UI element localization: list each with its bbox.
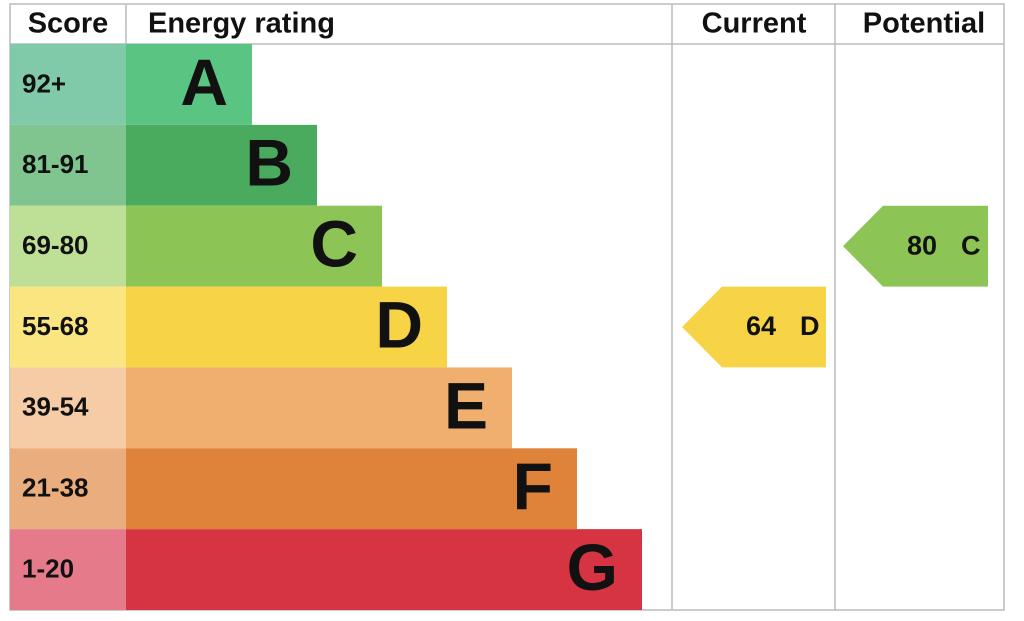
rating-bar — [126, 367, 512, 449]
rating-letter: D — [375, 287, 423, 361]
score-range: 1-20 — [22, 553, 74, 583]
score-range: 92+ — [22, 68, 66, 98]
score-range: 21-38 — [22, 473, 89, 503]
rating-bar — [126, 448, 577, 530]
score-cell — [10, 44, 126, 125]
rating-bar — [126, 529, 642, 610]
current-arrow — [682, 286, 826, 368]
score-range: 69-80 — [22, 230, 89, 260]
header-rating: Energy rating — [148, 8, 335, 40]
rating-letter: E — [444, 368, 488, 442]
potential-letter: C — [961, 230, 981, 260]
score-range: 81-91 — [22, 149, 89, 179]
header-current: Current — [702, 8, 807, 40]
rating-bar — [126, 205, 382, 287]
score-cell — [10, 124, 126, 206]
rating-letter: B — [245, 126, 293, 200]
score-cell — [10, 367, 126, 449]
header-potential: Potential — [863, 8, 985, 40]
potential-value: 80 — [907, 230, 937, 260]
score-cell — [10, 205, 126, 287]
score-cell — [10, 448, 126, 530]
rating-letter: G — [567, 530, 618, 604]
rating-letter: C — [310, 207, 358, 281]
rating-bar — [126, 44, 252, 125]
score-range: 55-68 — [22, 311, 89, 341]
header-score: Score — [28, 8, 109, 40]
score-cell — [10, 286, 126, 368]
rating-bar — [126, 124, 317, 206]
rating-bar — [126, 286, 447, 368]
current-value: 64 — [746, 311, 776, 341]
score-range: 39-54 — [22, 392, 89, 422]
rating-letter: A — [180, 45, 228, 119]
potential-arrow — [843, 205, 988, 287]
current-letter: D — [800, 311, 820, 341]
rating-letter: F — [513, 449, 553, 523]
score-cell — [10, 529, 126, 610]
